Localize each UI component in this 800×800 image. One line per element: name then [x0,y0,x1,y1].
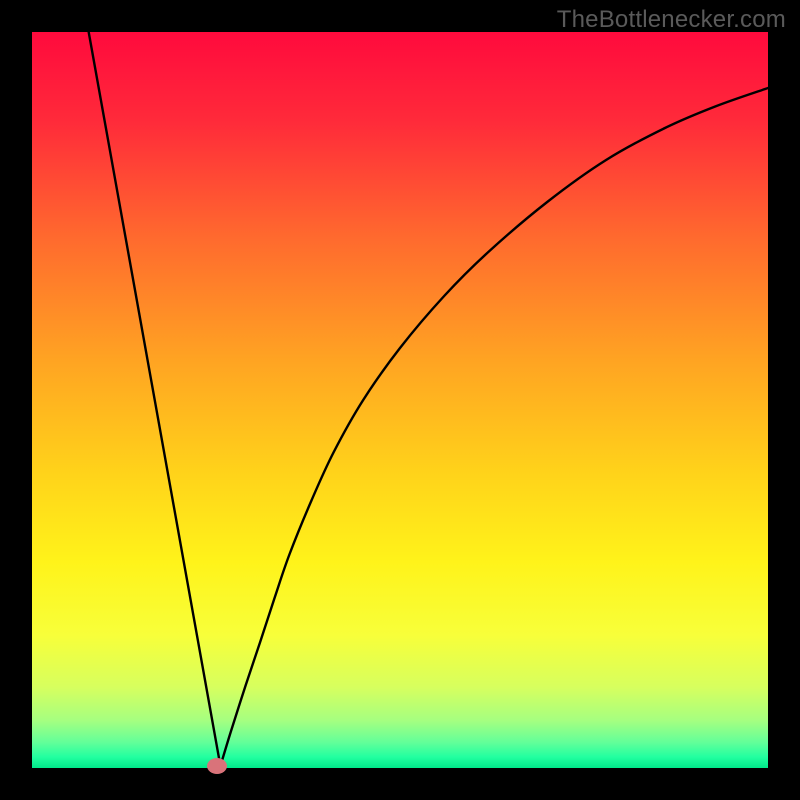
attribution-text: TheBottlenecker.com [557,6,786,34]
chart-container: TheBottlenecker.com [0,0,800,800]
plot-area [32,32,768,768]
bottleneck-curve [32,32,768,768]
minimum-marker [207,758,227,774]
